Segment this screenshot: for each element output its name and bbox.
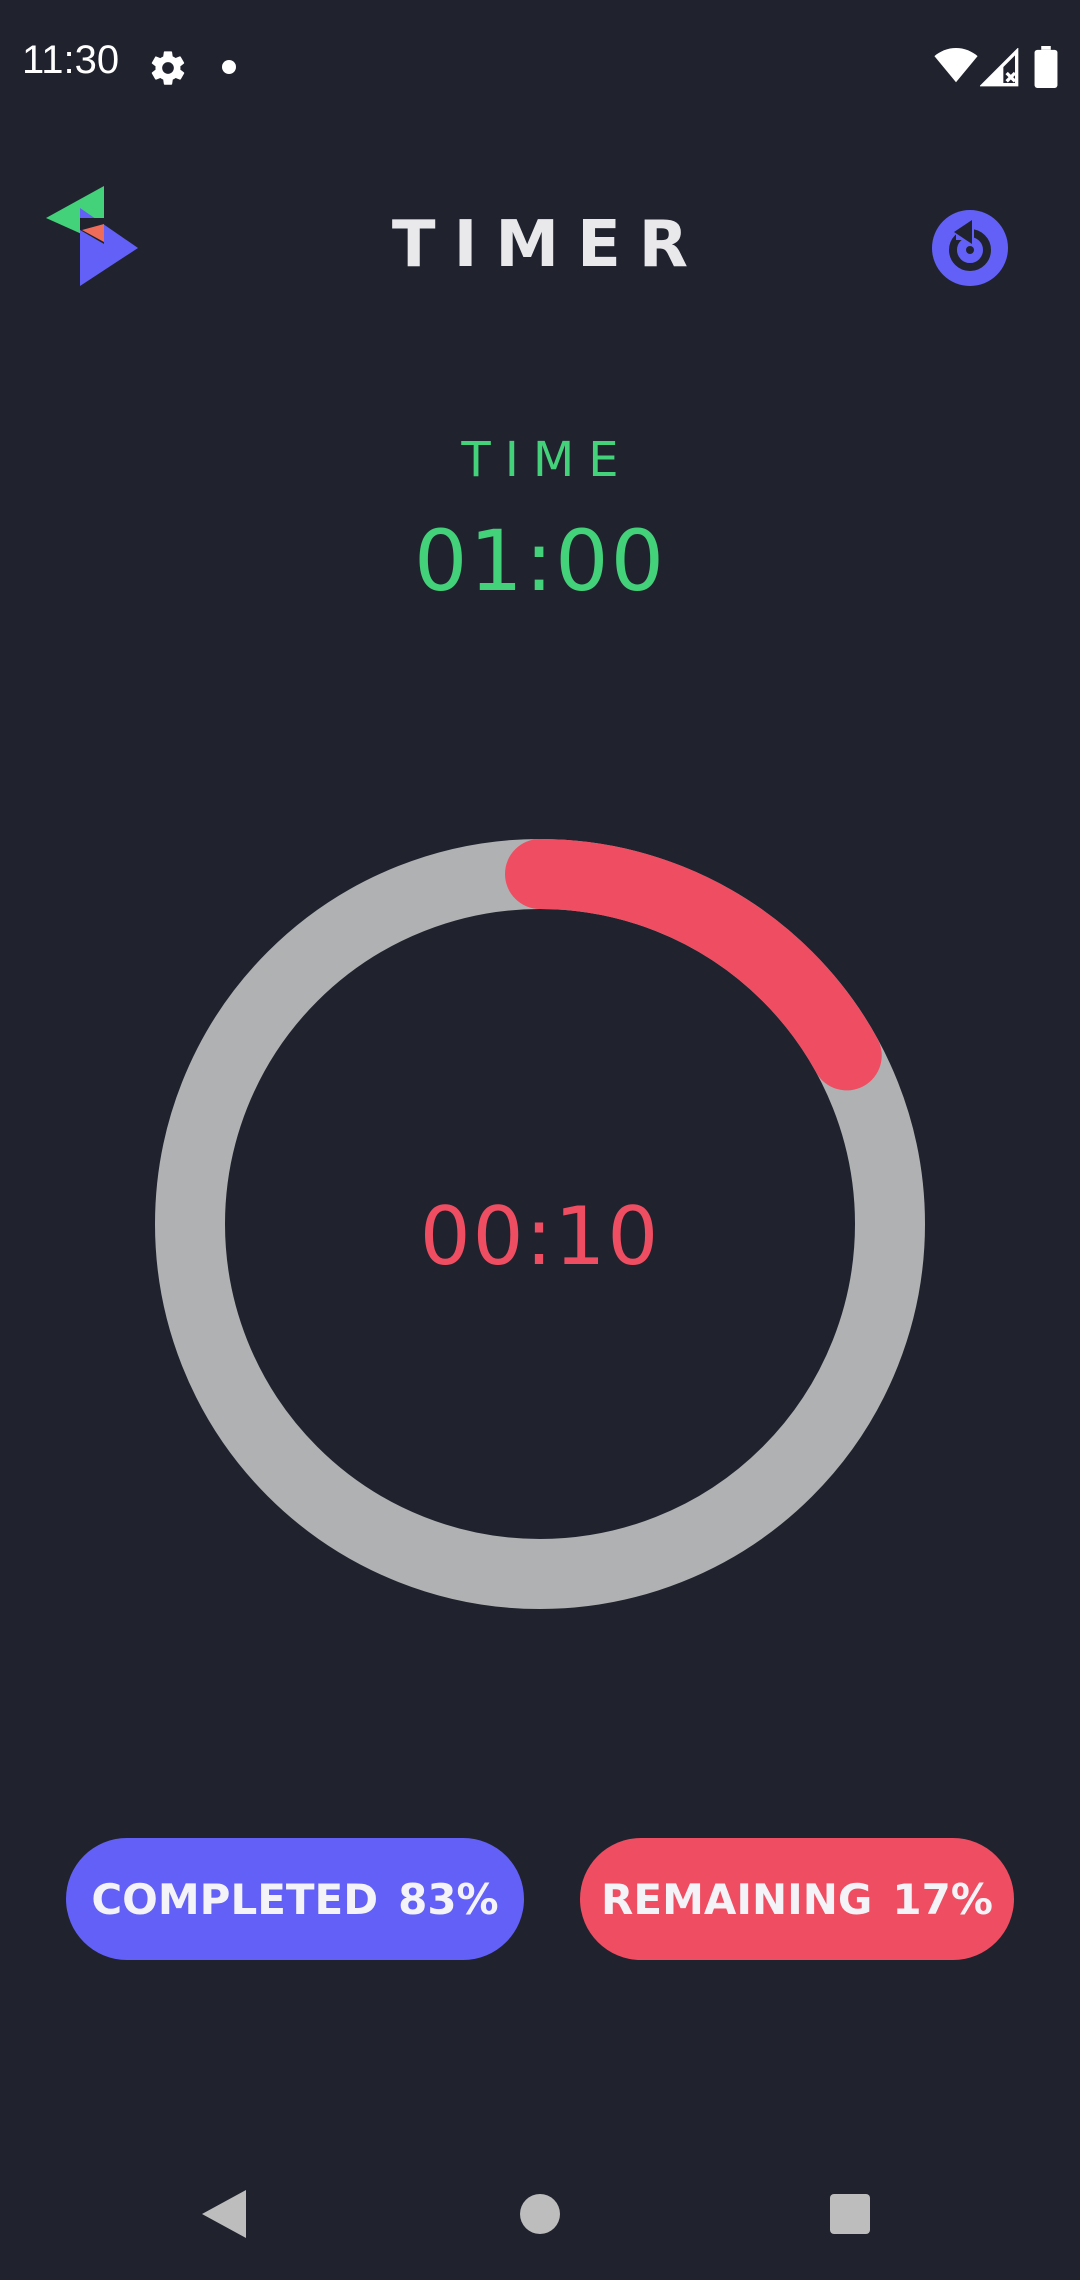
time-label: TIME xyxy=(461,432,633,488)
status-bar: 11:30 xyxy=(0,0,1080,136)
wifi-icon xyxy=(934,48,978,83)
home-icon[interactable] xyxy=(520,2194,560,2234)
gear-icon xyxy=(151,51,185,85)
signal-icon xyxy=(980,48,1019,87)
remaining-value: 17% xyxy=(892,1874,993,1924)
completed-label: COMPLETED xyxy=(91,1874,379,1924)
total-time-value: 01:00 xyxy=(413,512,667,610)
completed-pill[interactable]: COMPLETED 83% xyxy=(66,1838,524,1960)
battery-icon xyxy=(1034,46,1058,88)
remaining-label: REMAINING xyxy=(601,1874,873,1924)
back-icon[interactable] xyxy=(202,2190,246,2238)
progress-ring xyxy=(154,838,926,1610)
reset-button[interactable] xyxy=(932,210,1008,286)
remaining-pill[interactable]: REMAINING 17% xyxy=(580,1838,1014,1960)
app-title: TIMER xyxy=(391,208,707,282)
reset-icon xyxy=(949,220,991,271)
triangles-logo-icon xyxy=(46,186,138,286)
notification-dot-icon xyxy=(222,60,236,74)
status-time: 11:30 xyxy=(22,38,120,82)
countdown-value: 00:10 xyxy=(419,1190,661,1283)
recents-icon[interactable] xyxy=(830,2194,870,2234)
ring-progress xyxy=(155,839,925,1609)
completed-value: 83% xyxy=(398,1874,499,1924)
